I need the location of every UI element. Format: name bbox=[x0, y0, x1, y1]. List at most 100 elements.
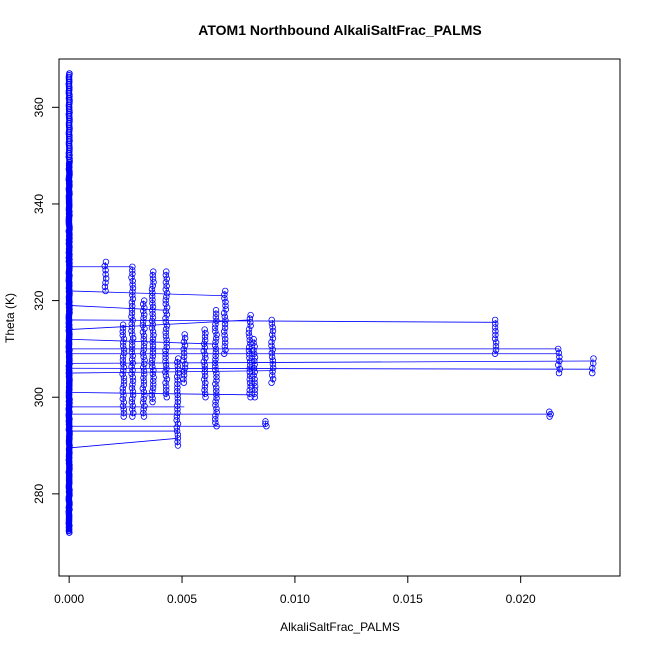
data-point bbox=[149, 293, 156, 300]
data-point bbox=[212, 366, 219, 374]
data-point bbox=[221, 328, 228, 335]
data-point bbox=[251, 368, 259, 376]
data-point bbox=[245, 329, 253, 337]
data-point bbox=[129, 377, 137, 385]
chart-title: ATOM1 Northbound AlkaliSaltFrac_PALMS bbox=[198, 22, 481, 38]
data-point bbox=[201, 372, 209, 380]
data-point bbox=[245, 347, 253, 354]
data-point bbox=[163, 322, 171, 329]
data-point bbox=[119, 328, 126, 336]
data-point bbox=[201, 390, 209, 397]
data-point bbox=[150, 331, 157, 339]
data-point bbox=[141, 311, 148, 318]
data-point bbox=[141, 325, 148, 332]
data-point bbox=[150, 278, 157, 286]
data-point bbox=[119, 388, 127, 396]
data-point bbox=[119, 395, 126, 403]
data-point bbox=[590, 355, 597, 362]
data-point bbox=[180, 375, 187, 383]
data-point bbox=[492, 331, 499, 339]
data-point bbox=[200, 347, 207, 355]
data-point bbox=[491, 324, 499, 331]
data-point bbox=[270, 364, 277, 372]
data-point bbox=[222, 302, 229, 309]
data-point bbox=[173, 416, 180, 424]
data-point bbox=[213, 377, 220, 384]
data-point bbox=[129, 334, 137, 342]
data-point bbox=[221, 291, 228, 298]
data-point bbox=[163, 275, 171, 282]
x-tick-label: 0.010 bbox=[280, 592, 310, 606]
data-point bbox=[173, 427, 181, 435]
data-point bbox=[262, 420, 269, 427]
data-point bbox=[201, 351, 209, 358]
data-point bbox=[130, 409, 137, 417]
data-point bbox=[120, 335, 128, 343]
x-tick-label: 0.005 bbox=[167, 592, 197, 606]
data-point bbox=[250, 339, 257, 347]
data-point bbox=[148, 391, 156, 399]
data-point bbox=[119, 385, 127, 392]
data-point bbox=[163, 343, 170, 351]
data-point bbox=[139, 399, 147, 406]
data-point bbox=[247, 311, 254, 319]
y-tick-label: 300 bbox=[32, 387, 46, 407]
data-point bbox=[150, 381, 157, 388]
data-point bbox=[141, 304, 148, 311]
data-point bbox=[212, 415, 219, 423]
data-point bbox=[212, 380, 219, 388]
data-point bbox=[213, 331, 220, 339]
data-point bbox=[268, 379, 275, 386]
data-point bbox=[119, 332, 126, 339]
data-point bbox=[162, 379, 169, 387]
data-point bbox=[120, 406, 127, 413]
y-axis-label: Theta (K) bbox=[3, 293, 17, 343]
data-point bbox=[247, 322, 254, 329]
data-point bbox=[141, 357, 148, 364]
data-point bbox=[162, 354, 169, 361]
data-point bbox=[162, 297, 169, 304]
data-point bbox=[268, 338, 275, 346]
data-point bbox=[120, 378, 128, 385]
data-point bbox=[213, 391, 220, 398]
data-point bbox=[213, 405, 220, 412]
data-point bbox=[555, 361, 562, 369]
data-point bbox=[247, 319, 254, 326]
data-point bbox=[163, 311, 171, 318]
data-point bbox=[213, 373, 220, 381]
data-point bbox=[246, 351, 253, 358]
data-point bbox=[162, 315, 169, 322]
data-point bbox=[220, 309, 228, 317]
data-point bbox=[141, 339, 148, 346]
data-point bbox=[491, 335, 499, 342]
data-point bbox=[269, 361, 277, 368]
series-line bbox=[69, 370, 273, 374]
data-point bbox=[212, 328, 219, 335]
data-point bbox=[128, 274, 135, 281]
data-point bbox=[250, 336, 257, 343]
data-point bbox=[213, 394, 220, 402]
data-point bbox=[245, 326, 253, 333]
data-point bbox=[120, 409, 128, 417]
data-point bbox=[492, 320, 499, 327]
data-point bbox=[213, 408, 220, 416]
data-point bbox=[102, 275, 110, 282]
data-point bbox=[150, 377, 157, 385]
data-point bbox=[140, 360, 148, 368]
data-point bbox=[250, 372, 257, 379]
data-point bbox=[221, 350, 228, 357]
data-point bbox=[120, 346, 128, 353]
data-point bbox=[251, 383, 259, 390]
data-point bbox=[554, 345, 562, 353]
data-point bbox=[128, 349, 136, 356]
data-point bbox=[268, 349, 276, 357]
data-point bbox=[213, 423, 220, 430]
data-point bbox=[162, 347, 169, 354]
data-point bbox=[250, 346, 257, 354]
data-point bbox=[268, 320, 276, 327]
data-point bbox=[120, 363, 127, 371]
data-point bbox=[148, 360, 155, 367]
data-point bbox=[222, 317, 229, 324]
data-point bbox=[251, 354, 259, 361]
data-point bbox=[162, 358, 169, 365]
